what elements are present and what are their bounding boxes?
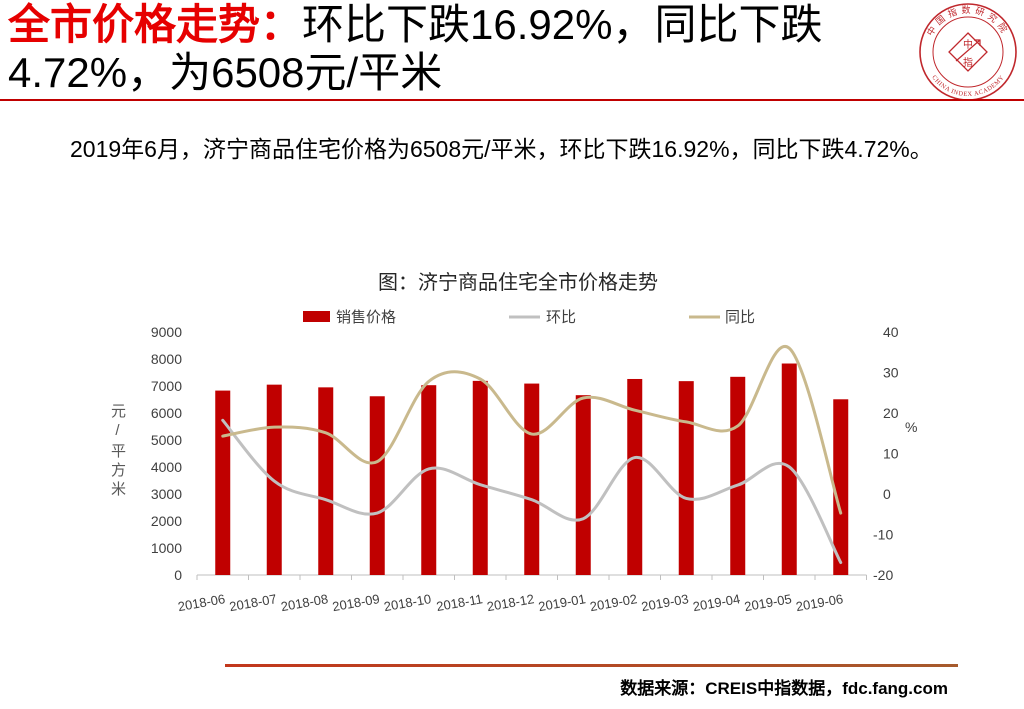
x-tick-label: 2018-12 — [486, 591, 536, 614]
legend-label-price: 销售价格 — [336, 309, 396, 326]
legend-item-mom: 环比 — [509, 309, 576, 326]
source-note: 数据来源：CREIS中指数据，fdc.fang.com — [620, 679, 948, 698]
x-tick-label: 2019-04 — [692, 591, 742, 614]
y2-tick-label: -20 — [873, 567, 893, 583]
y-tick-label: 3000 — [151, 486, 182, 502]
y-axis-title: 元/平方米 — [109, 403, 126, 500]
y-tick-label: 5000 — [151, 432, 182, 448]
x-tick-label: 2018-08 — [280, 591, 330, 614]
x-tick-label: 2019-03 — [640, 591, 690, 614]
y-tick-label: 6000 — [151, 405, 182, 421]
logo-center-bottom: 指 — [963, 56, 973, 69]
x-tick-label: 2019-06 — [795, 591, 845, 614]
china-index-academy-logo: 中国指数研究院 CHINA INDEX ACADEMY 中 指 — [919, 3, 1017, 101]
y-tick-label: 9000 — [151, 324, 182, 340]
y2-tick-label: 20 — [883, 405, 899, 421]
x-tick-label: 2019-05 — [743, 591, 793, 614]
y2-tick-label: -10 — [873, 527, 893, 543]
y-tick-label: 4000 — [151, 459, 182, 475]
series-lines — [221, 344, 843, 565]
bar-2018-11 — [472, 380, 488, 575]
chart-title: 图：济宁商品住宅全市价格走势 — [378, 271, 658, 294]
logo-center-top: 中 — [963, 38, 973, 51]
logo-inner-ring — [932, 16, 1004, 88]
bar-2019-02 — [627, 378, 643, 575]
y2-tick-label: 40 — [883, 324, 899, 340]
y-axis-labels: 0 1000 2000 3000 4000 5000 6000 7000 8000 9000 — [151, 324, 182, 583]
x-tick-label: 2019-02 — [589, 591, 639, 614]
x-tick-label: 2018-07 — [228, 591, 278, 614]
title-line-2: 4.72%，为6508元/平米 — [8, 49, 443, 96]
title-line-1: 全市价格走势：环比下跌16.92%，同比下跌 — [8, 1, 822, 49]
title-divider — [0, 99, 1024, 101]
y-tick-label: 2000 — [151, 513, 182, 529]
bar-2019-04 — [730, 376, 746, 575]
y-tick-label: 7000 — [151, 378, 182, 394]
legend-item-yoy: 同比 — [689, 309, 755, 326]
bar-2019-06 — [833, 399, 849, 575]
footer-divider — [225, 664, 958, 667]
x-tick-label: 2019-01 — [537, 591, 587, 614]
legend-item-price: 销售价格 — [303, 309, 396, 326]
slide-title: 全市价格走势：环比下跌16.92%，同比下跌 4.72%，为6508元/平米 — [8, 1, 822, 97]
logo-arrow-icon — [955, 39, 981, 62]
series-line-2 — [221, 344, 843, 515]
bars — [215, 363, 849, 575]
bar-2019-01 — [575, 395, 591, 575]
y2-axis-labels: -20 -10 0 10 20 30 40 — [873, 324, 899, 583]
bar-2018-06 — [215, 390, 231, 575]
logo-diamond — [948, 32, 988, 72]
legend: 销售价格 环比 同比 — [303, 309, 755, 326]
logo-emblem: 中 指 — [948, 32, 988, 72]
title-text-1: 环比下跌16.92%，同比下跌 — [302, 1, 823, 48]
series-line-1 — [221, 418, 843, 565]
bar-2019-03 — [678, 381, 694, 575]
x-tick-label: 2018-09 — [331, 591, 381, 614]
axes — [196, 574, 867, 580]
x-tick-label: 2018-06 — [177, 591, 227, 614]
bar-2018-08 — [318, 387, 334, 575]
legend-label-yoy: 同比 — [725, 309, 755, 326]
y2-tick-label: 10 — [883, 446, 899, 462]
x-tick-label: 2018-11 — [435, 591, 484, 614]
bar-2018-12 — [524, 383, 540, 575]
bar-2018-10 — [421, 385, 437, 575]
x-axis-labels: 2018-06 2018-07 2018-08 2018-09 2018-10 2018-… — [177, 591, 845, 614]
legend-label-mom: 环比 — [546, 309, 576, 326]
y-tick-label: 1000 — [151, 540, 182, 556]
summary-text: 2019年6月，济宁商品住宅价格为6508元/平米，环比下跌16.92%，同比下… — [70, 136, 933, 162]
y-tick-label: 0 — [174, 567, 182, 583]
y2-tick-label: 0 — [883, 486, 891, 502]
y-tick-label: 8000 — [151, 351, 182, 367]
legend-swatch-bar — [303, 311, 330, 322]
y2-tick-label: 30 — [883, 365, 899, 381]
bar-2018-09 — [369, 396, 385, 575]
bar-2019-05 — [781, 363, 797, 575]
logo-outer-ring — [919, 3, 1017, 101]
title-highlight: 全市价格走势： — [8, 1, 303, 48]
x-tick-label: 2018-10 — [383, 591, 433, 614]
y2-axis-title: % — [905, 419, 917, 435]
